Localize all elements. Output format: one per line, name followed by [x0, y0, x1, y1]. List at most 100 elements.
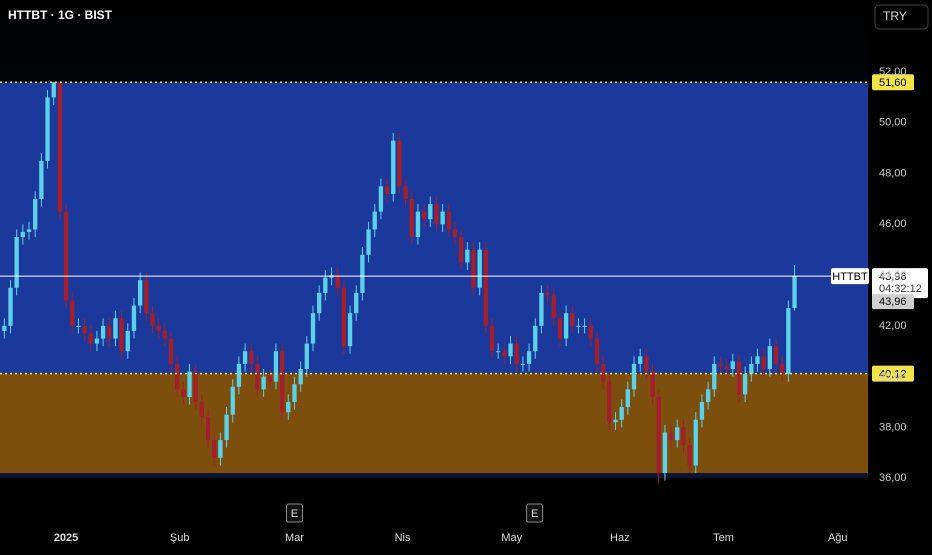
symbol-label: HTTBT: [832, 271, 868, 283]
zone: [0, 82, 868, 374]
event-marker: [526, 503, 544, 523]
candle-body: [724, 366, 729, 369]
candle-body: [533, 325, 538, 352]
candle-body: [224, 414, 229, 441]
y-tick-label: 36,00: [879, 472, 907, 484]
x-tick-label: 2025: [54, 532, 78, 544]
candle-body: [366, 229, 371, 255]
candle-body: [162, 330, 167, 339]
candle-body: [2, 325, 7, 331]
close-label: 43,96: [879, 296, 907, 308]
candle-body: [607, 381, 612, 423]
candle-body: [446, 211, 451, 230]
y-tick-label: 52,00: [879, 66, 907, 78]
y-tick-label: 46,00: [879, 218, 907, 230]
candle-body: [403, 186, 408, 199]
candle-body: [384, 186, 390, 194]
candle-body: [786, 308, 791, 375]
candle-body: [699, 401, 705, 420]
candle-body: [26, 229, 32, 232]
candle-body: [477, 249, 482, 288]
candle-body: [286, 401, 291, 413]
candle-body: [100, 325, 106, 339]
candle-body: [347, 313, 353, 347]
candle-body: [70, 300, 75, 326]
currency-button[interactable]: [874, 4, 929, 30]
candle-body: [594, 338, 600, 364]
candle-body: [230, 386, 235, 415]
candle-body: [520, 363, 526, 365]
candle-body: [144, 280, 149, 314]
candle-body: [242, 351, 248, 364]
x-tick-label: Mar: [285, 532, 304, 544]
candle-body: [168, 338, 174, 364]
y-tick-label: 42,00: [879, 320, 907, 332]
candle-body: [391, 140, 396, 194]
candle-body: [341, 287, 347, 347]
candle-body: [354, 292, 359, 314]
price-box: [872, 268, 928, 299]
candle-body: [8, 287, 13, 326]
candle-body: [625, 389, 631, 408]
candle-body: [557, 318, 563, 339]
candle-body: [668, 432, 674, 441]
candle-body: [736, 361, 742, 395]
price-label: 43,96: [879, 271, 907, 283]
candle-body: [471, 249, 476, 288]
candle-body: [397, 140, 402, 187]
candle-body: [496, 351, 501, 353]
y-tick-label: 40,00: [879, 371, 907, 383]
candle-body: [292, 384, 297, 402]
event-marker: [285, 503, 303, 523]
candle-body: [51, 82, 56, 98]
candle-body: [767, 346, 773, 369]
candle-body: [780, 363, 785, 375]
candle-body: [582, 325, 587, 327]
x-tick-label: Şub: [170, 532, 190, 544]
candle-body: [539, 292, 544, 326]
candle-body: [428, 204, 433, 220]
candle-body: [619, 407, 624, 420]
currency[interactable]: TRY: [883, 9, 907, 23]
x-tick-label: Haz: [610, 532, 630, 544]
candle-body: [323, 277, 328, 293]
candle-body: [199, 401, 205, 418]
candle-body: [545, 292, 550, 296]
candle-body: [94, 338, 100, 344]
candle-body: [82, 325, 87, 334]
candle-body: [33, 198, 38, 230]
candle-body: [563, 313, 569, 339]
candle-body: [415, 211, 421, 238]
close-box: [872, 294, 914, 310]
candle-body: [600, 363, 606, 382]
level-label: 51,60: [879, 77, 907, 89]
candle-body: [125, 330, 130, 352]
candle-body: [434, 204, 439, 225]
x-tick-label: Tem: [713, 532, 734, 544]
candle-body: [360, 254, 365, 293]
candle-body: [76, 325, 81, 327]
candle-body: [459, 237, 464, 263]
candle-body: [662, 432, 668, 474]
candle-body: [508, 343, 513, 357]
candle-body: [113, 318, 118, 339]
x-tick-label: Ağu: [828, 532, 848, 544]
candle-body: [712, 363, 717, 390]
candle-body: [551, 295, 556, 319]
candle-body: [742, 374, 748, 395]
symbol-box: [831, 268, 869, 285]
candle-body: [156, 325, 161, 331]
candle-body: [638, 356, 643, 364]
candle-body: [681, 427, 686, 446]
candle-body: [631, 363, 637, 390]
y-tick-label: 48,00: [879, 167, 907, 179]
candle-body: [718, 363, 723, 367]
candle-body: [465, 249, 470, 263]
level-label-box: [872, 74, 914, 91]
candle-body: [14, 237, 19, 288]
countdown-label: 04:32:12: [879, 283, 922, 295]
candle-body: [212, 440, 217, 458]
event-label: E: [531, 508, 538, 520]
